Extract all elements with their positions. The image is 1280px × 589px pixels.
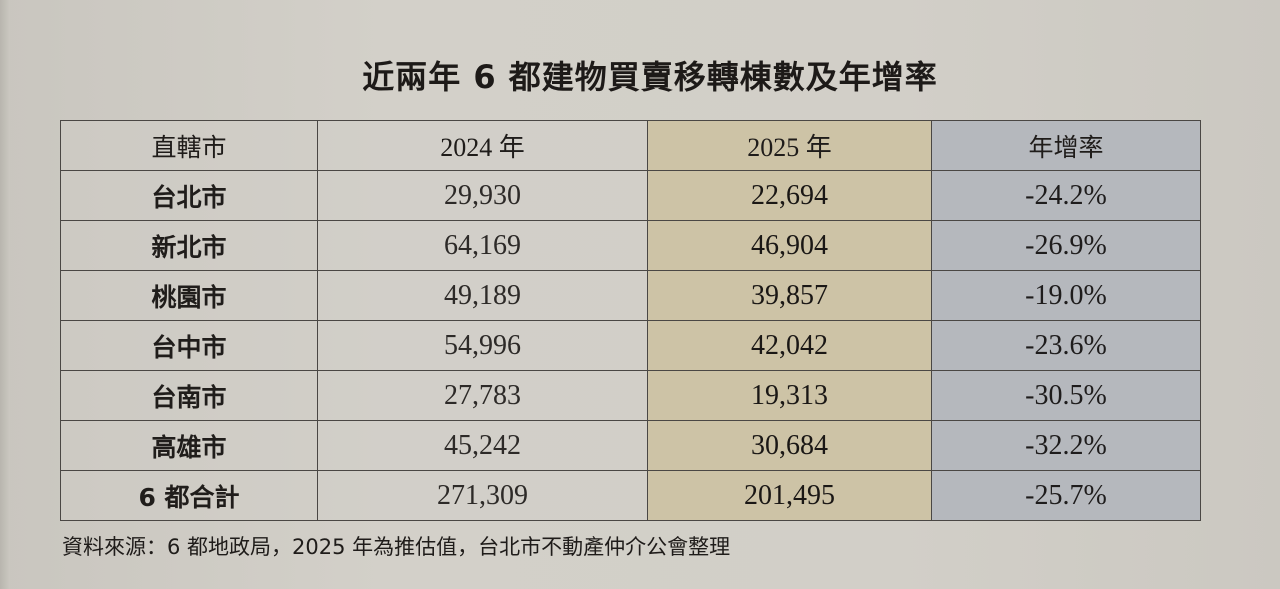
transfer-statistics-table: 直轄市 2024 年 2025 年 年增率 台北市 29,930 22,694 …: [60, 120, 1201, 521]
city-name: 桃園市: [60, 270, 318, 321]
table-header-row: 直轄市 2024 年 2025 年 年增率: [60, 120, 1201, 171]
city-name: 台南市: [60, 370, 318, 421]
value-2025: 42,042: [647, 320, 932, 371]
growth-rate: -24.2%: [931, 170, 1201, 221]
value-2024: 49,189: [317, 270, 648, 321]
table-title: 近兩年 6 都建物買賣移轉棟數及年增率: [362, 58, 938, 96]
value-2025: 30,684: [647, 420, 932, 471]
growth-rate: -23.6%: [931, 320, 1201, 371]
value-2024: 27,783: [317, 370, 648, 421]
value-2025: 19,313: [647, 370, 932, 421]
total-label: 6 都合計: [60, 470, 318, 521]
table-row: 台南市 27,783 19,313 -30.5%: [60, 370, 1201, 421]
value-2024: 29,930: [317, 170, 648, 221]
table-row: 桃園市 49,189 39,857 -19.0%: [60, 270, 1201, 321]
growth-rate: -26.9%: [931, 220, 1201, 271]
header-2025: 2025 年: [647, 120, 932, 171]
city-name: 高雄市: [60, 420, 318, 471]
total-growth-rate: -25.7%: [931, 470, 1201, 521]
value-2025: 46,904: [647, 220, 932, 271]
header-growth-rate: 年增率: [931, 120, 1201, 171]
table-row: 新北市 64,169 46,904 -26.9%: [60, 220, 1201, 271]
value-2025: 22,694: [647, 170, 932, 221]
growth-rate: -30.5%: [931, 370, 1201, 421]
source-note: 資料來源：6 都地政局，2025 年為推估值，台北市不動產仲介公會整理: [62, 535, 731, 559]
city-name: 台中市: [60, 320, 318, 371]
table-row: 台中市 54,996 42,042 -23.6%: [60, 320, 1201, 371]
growth-rate: -32.2%: [931, 420, 1201, 471]
header-city: 直轄市: [60, 120, 318, 171]
table-total-row: 6 都合計 271,309 201,495 -25.7%: [60, 470, 1201, 521]
total-2025: 201,495: [647, 470, 932, 521]
city-name: 台北市: [60, 170, 318, 221]
total-2024: 271,309: [317, 470, 648, 521]
value-2024: 45,242: [317, 420, 648, 471]
growth-rate: -19.0%: [931, 270, 1201, 321]
value-2025: 39,857: [647, 270, 932, 321]
table-row: 台北市 29,930 22,694 -24.2%: [60, 170, 1201, 221]
table-row: 高雄市 45,242 30,684 -32.2%: [60, 420, 1201, 471]
value-2024: 64,169: [317, 220, 648, 271]
page-edge: [0, 0, 10, 589]
data-table-container: 直轄市 2024 年 2025 年 年增率 台北市 29,930 22,694 …: [60, 120, 1201, 521]
city-name: 新北市: [60, 220, 318, 271]
header-2024: 2024 年: [317, 120, 648, 171]
value-2024: 54,996: [317, 320, 648, 371]
